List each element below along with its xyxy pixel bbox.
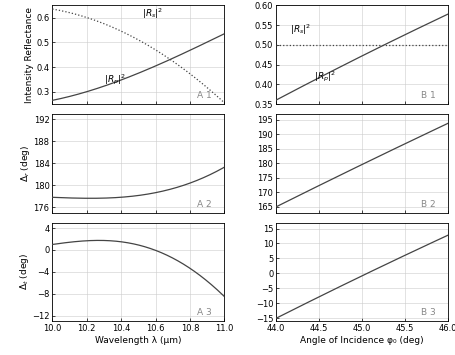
- Text: $|R_s|^2$: $|R_s|^2$: [142, 7, 163, 21]
- Text: B 3: B 3: [420, 308, 435, 317]
- X-axis label: Wavelength λ (μm): Wavelength λ (μm): [95, 336, 182, 345]
- X-axis label: Angle of Incidence φ₀ (deg): Angle of Incidence φ₀ (deg): [300, 336, 424, 345]
- Text: $|R_p|^2$: $|R_p|^2$: [104, 72, 126, 87]
- Y-axis label: $\Delta_t$ (deg): $\Delta_t$ (deg): [18, 253, 30, 290]
- Text: B 2: B 2: [420, 200, 435, 209]
- Text: A 2: A 2: [197, 200, 212, 209]
- Text: A 1: A 1: [197, 91, 212, 100]
- Y-axis label: Intensity Reflectance: Intensity Reflectance: [25, 7, 34, 103]
- Text: B 1: B 1: [420, 91, 435, 100]
- Text: $|R_s|^2$: $|R_s|^2$: [290, 23, 311, 37]
- Text: $|R_p|^2$: $|R_p|^2$: [314, 69, 336, 84]
- Y-axis label: $\Delta_r$ (deg): $\Delta_r$ (deg): [19, 145, 32, 182]
- Text: A 3: A 3: [197, 308, 212, 317]
